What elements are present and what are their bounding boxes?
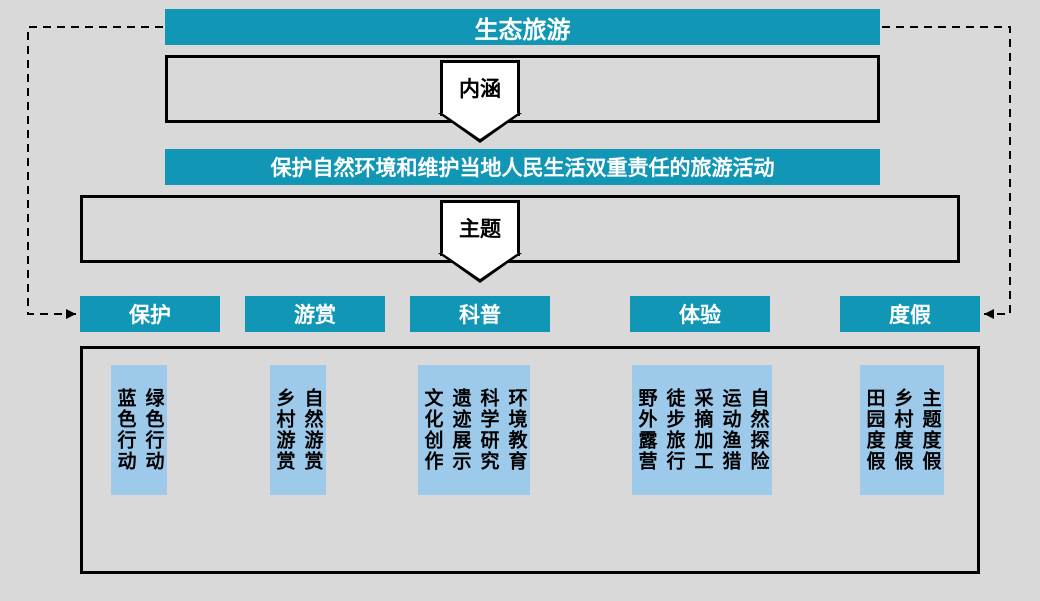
item-hiking: 徒步旅行 — [660, 365, 688, 495]
item-camping: 野外露营 — [632, 365, 660, 495]
item-green-action: 绿色行动 — [139, 365, 167, 495]
item-rural-sight: 乡村游赏 — [270, 365, 298, 495]
category-holiday: 度假 — [840, 296, 980, 332]
arrow-connotation: 内涵 — [440, 60, 520, 116]
item-blue-action-label: 蓝色行动 — [112, 388, 139, 472]
item-green-action-label: 绿色行动 — [140, 388, 167, 472]
item-hiking-label: 徒步旅行 — [661, 388, 688, 472]
item-harvest-label: 采摘加工 — [689, 388, 716, 472]
arrow-theme-head-fill — [442, 253, 518, 279]
category-holiday-label: 度假 — [889, 299, 931, 329]
category-protect-label: 保护 — [129, 299, 171, 329]
arrow-connotation-head-fill — [442, 113, 518, 139]
title-text: 生态旅游 — [475, 10, 571, 45]
item-research: 科学研究 — [474, 365, 502, 495]
item-harvest: 采摘加工 — [688, 365, 716, 495]
arrow-theme-label: 主题 — [459, 213, 501, 243]
item-nature-sight: 自然游赏 — [298, 365, 326, 495]
item-research-label: 科学研究 — [475, 388, 502, 472]
arrow-theme: 主题 — [440, 200, 520, 256]
item-nature-sight-label: 自然游赏 — [299, 388, 326, 472]
category-experience-label: 体验 — [679, 299, 721, 329]
definition-text: 保护自然环境和维护当地人民生活双重责任的旅游活动 — [271, 152, 775, 182]
item-sport-label: 运动渔猎 — [717, 388, 744, 472]
item-culture: 文化创作 — [418, 365, 446, 495]
item-culture-label: 文化创作 — [419, 388, 446, 472]
item-sport: 运动渔猎 — [716, 365, 744, 495]
item-rural-sight-label: 乡村游赏 — [271, 388, 298, 472]
category-experience: 体验 — [630, 296, 770, 332]
arrow-connotation-label: 内涵 — [459, 73, 501, 103]
item-adventure: 自然探险 — [744, 365, 772, 495]
item-pastoral: 田园度假 — [860, 365, 888, 495]
category-science: 科普 — [410, 296, 550, 332]
frame-items — [80, 346, 980, 574]
item-blue-action: 蓝色行动 — [111, 365, 139, 495]
category-sightsee-label: 游赏 — [294, 299, 336, 329]
item-env-edu: 环境教育 — [502, 365, 530, 495]
category-protect: 保护 — [80, 296, 220, 332]
title-bar: 生态旅游 — [165, 9, 880, 45]
item-camping-label: 野外露营 — [633, 388, 660, 472]
item-rural-holiday-label: 乡村度假 — [889, 388, 916, 472]
item-heritage-label: 遗迹展示 — [447, 388, 474, 472]
category-science-label: 科普 — [459, 299, 501, 329]
item-adventure-label: 自然探险 — [745, 388, 772, 472]
item-pastoral-label: 田园度假 — [861, 388, 888, 472]
item-env-edu-label: 环境教育 — [503, 388, 530, 472]
frame-connotation — [165, 55, 880, 123]
item-theme-holiday: 主题度假 — [916, 365, 944, 495]
item-rural-holiday: 乡村度假 — [888, 365, 916, 495]
definition-bar: 保护自然环境和维护当地人民生活双重责任的旅游活动 — [165, 149, 880, 185]
item-heritage: 遗迹展示 — [446, 365, 474, 495]
item-theme-holiday-label: 主题度假 — [917, 388, 944, 472]
category-sightsee: 游赏 — [245, 296, 385, 332]
